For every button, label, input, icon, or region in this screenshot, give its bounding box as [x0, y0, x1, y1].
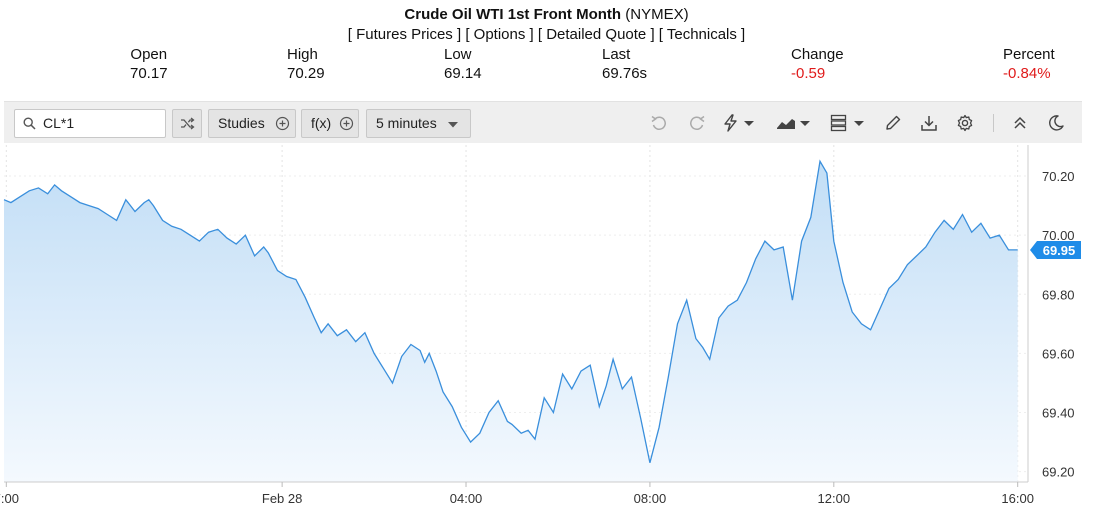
undo-icon[interactable]	[650, 114, 668, 132]
quote-links: [ Futures Prices ] [ Options ] [ Detaile…	[0, 26, 1093, 43]
high-value: 70.29	[287, 65, 325, 82]
price-line	[3, 159, 1018, 463]
x-tick-label: 12:00	[818, 491, 851, 506]
y-tick-label: 70.20	[1042, 169, 1075, 184]
studies-button[interactable]: Studies	[208, 109, 296, 138]
plus-circle-icon	[275, 116, 290, 131]
options-link[interactable]: [ Options ]	[465, 26, 534, 43]
pencil-icon[interactable]	[884, 114, 902, 132]
functions-button[interactable]: f(x)	[301, 109, 359, 138]
chevron-down-icon	[448, 122, 458, 128]
search-icon	[23, 117, 36, 130]
price-area	[4, 161, 1018, 483]
low-label: Low	[444, 46, 472, 63]
percent-label: Percent	[1003, 46, 1055, 63]
y-tick-label: 69.20	[1042, 465, 1075, 480]
last-stat: Last 69.76s	[602, 45, 647, 83]
change-value: -0.59	[791, 65, 826, 82]
x-tick-label: 7:00	[0, 491, 19, 506]
x-tick-label: 04:00	[450, 491, 483, 506]
last-value: 69.76s	[602, 65, 648, 82]
y-tick-label: 69.40	[1042, 406, 1075, 421]
high-label: High	[287, 46, 318, 63]
symbol-value: CL*1	[43, 115, 75, 131]
fx-label: f(x)	[311, 115, 332, 131]
open-value: 70.17	[130, 65, 168, 82]
collapse-icon[interactable]	[1011, 114, 1029, 132]
futures-prices-link[interactable]: [ Futures Prices ]	[347, 26, 462, 43]
y-tick-label: 70.00	[1042, 228, 1075, 243]
last-label: Last	[602, 46, 631, 63]
percent-stat: Percent -0.84%	[1003, 45, 1055, 83]
y-tick-label: 69.80	[1042, 287, 1075, 302]
change-label: Change	[791, 46, 844, 63]
open-label: Open	[130, 46, 168, 63]
high-stat: High 70.29	[287, 45, 325, 83]
last-price-tag-label: 69.95	[1043, 243, 1076, 258]
technicals-link[interactable]: [ Technicals ]	[658, 26, 746, 43]
low-value: 69.14	[444, 65, 482, 82]
y-axis: 70.20 70.00 69.80 69.60 69.40 69.20	[1042, 169, 1075, 480]
redo-icon[interactable]	[688, 114, 706, 132]
plus-circle-icon	[339, 116, 354, 131]
low-stat: Low 69.14	[444, 45, 482, 83]
page-title: Crude Oil WTI 1st Front Month (NYMEX)	[0, 6, 1093, 23]
compare-button[interactable]	[172, 109, 202, 138]
detailed-quote-link[interactable]: [ Detailed Quote ]	[537, 26, 655, 43]
layout-icon[interactable]	[830, 114, 868, 132]
last-price-tag: 69.95	[1030, 240, 1081, 259]
shuffle-icon	[181, 117, 195, 130]
toolbar-divider	[993, 114, 994, 132]
title-exchange: (NYMEX)	[621, 6, 689, 23]
download-icon[interactable]	[920, 114, 938, 132]
chart-type-icon[interactable]	[776, 114, 814, 132]
y-tick-label: 69.60	[1042, 346, 1075, 361]
open-stat: Open 70.17	[130, 45, 168, 83]
symbol-search-input[interactable]: CL*1	[14, 109, 166, 138]
interval-label: 5 minutes	[376, 115, 437, 131]
x-tick-label: Feb 28	[262, 491, 302, 506]
interval-select[interactable]: 5 minutes	[366, 109, 471, 138]
percent-value: -0.84%	[1003, 65, 1051, 82]
moon-icon[interactable]	[1047, 114, 1065, 132]
chart-toolbar: CL*1 Studies f(x) 5 minutes	[4, 101, 1082, 143]
x-tick-label: 08:00	[634, 491, 667, 506]
lightning-icon[interactable]	[722, 114, 758, 132]
title-bold: Crude Oil WTI 1st Front Month	[404, 6, 622, 23]
change-stat: Change -0.59	[791, 45, 844, 83]
last-price-tag-shape	[1030, 240, 1081, 259]
x-tick-label: 16:00	[1001, 491, 1034, 506]
x-axis: 7:00 Feb 28 04:00 08:00 12:00 16:00	[0, 482, 1034, 506]
studies-label: Studies	[218, 115, 265, 131]
gear-icon[interactable]	[956, 114, 974, 132]
